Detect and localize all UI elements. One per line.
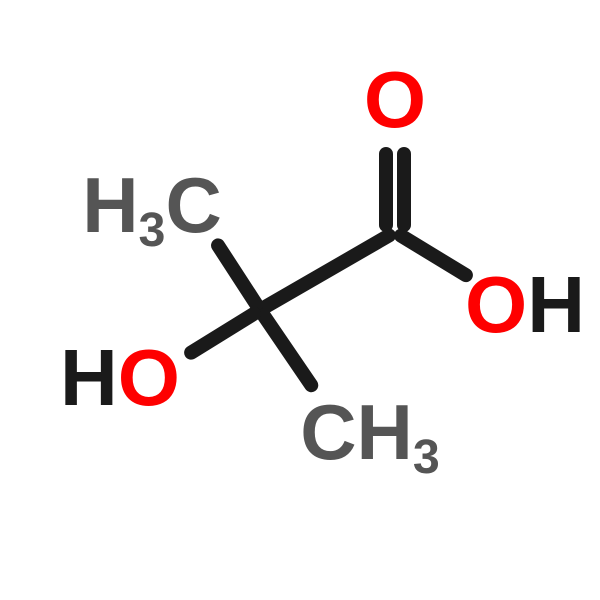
atom-label-left_oh: HO	[60, 338, 180, 418]
bond-segment	[391, 226, 476, 285]
bond-segment	[256, 226, 398, 316]
atom-label-top_methyl: H3C	[82, 166, 222, 244]
chemical-structure-diagram: O OH HO H3C CH3	[0, 0, 600, 600]
bond-segment	[397, 147, 411, 232]
bond-segment	[181, 304, 264, 362]
atom-label-hydroxyl_oh: OH	[465, 265, 585, 345]
bond-segment	[254, 306, 321, 395]
bond-segment	[379, 147, 393, 232]
atom-label-double_o: O	[364, 60, 426, 140]
atom-label-bottom_methyl: CH3	[300, 393, 440, 471]
